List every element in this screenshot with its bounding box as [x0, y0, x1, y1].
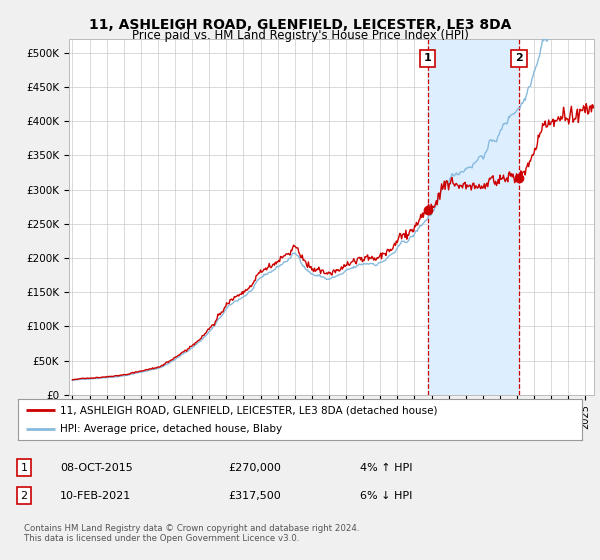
Text: 11, ASHLEIGH ROAD, GLENFIELD, LEICESTER, LE3 8DA (detached house): 11, ASHLEIGH ROAD, GLENFIELD, LEICESTER,…: [60, 405, 438, 415]
Text: Price paid vs. HM Land Registry's House Price Index (HPI): Price paid vs. HM Land Registry's House …: [131, 29, 469, 42]
Bar: [428, 39, 519, 395]
Text: Contains HM Land Registry data © Crown copyright and database right 2024.
This d: Contains HM Land Registry data © Crown c…: [24, 524, 359, 543]
Text: 10-FEB-2021: 10-FEB-2021: [60, 491, 131, 501]
Text: 6% ↓ HPI: 6% ↓ HPI: [360, 491, 412, 501]
Text: 08-OCT-2015: 08-OCT-2015: [60, 463, 133, 473]
Text: 11, ASHLEIGH ROAD, GLENFIELD, LEICESTER, LE3 8DA: 11, ASHLEIGH ROAD, GLENFIELD, LEICESTER,…: [89, 18, 511, 32]
Text: £270,000: £270,000: [228, 463, 281, 473]
Text: 2: 2: [515, 53, 523, 63]
Text: 4% ↑ HPI: 4% ↑ HPI: [360, 463, 413, 473]
Text: 2: 2: [20, 491, 28, 501]
Text: HPI: Average price, detached house, Blaby: HPI: Average price, detached house, Blab…: [60, 424, 283, 433]
Text: 1: 1: [424, 53, 431, 63]
Text: £317,500: £317,500: [228, 491, 281, 501]
Text: 1: 1: [20, 463, 28, 473]
